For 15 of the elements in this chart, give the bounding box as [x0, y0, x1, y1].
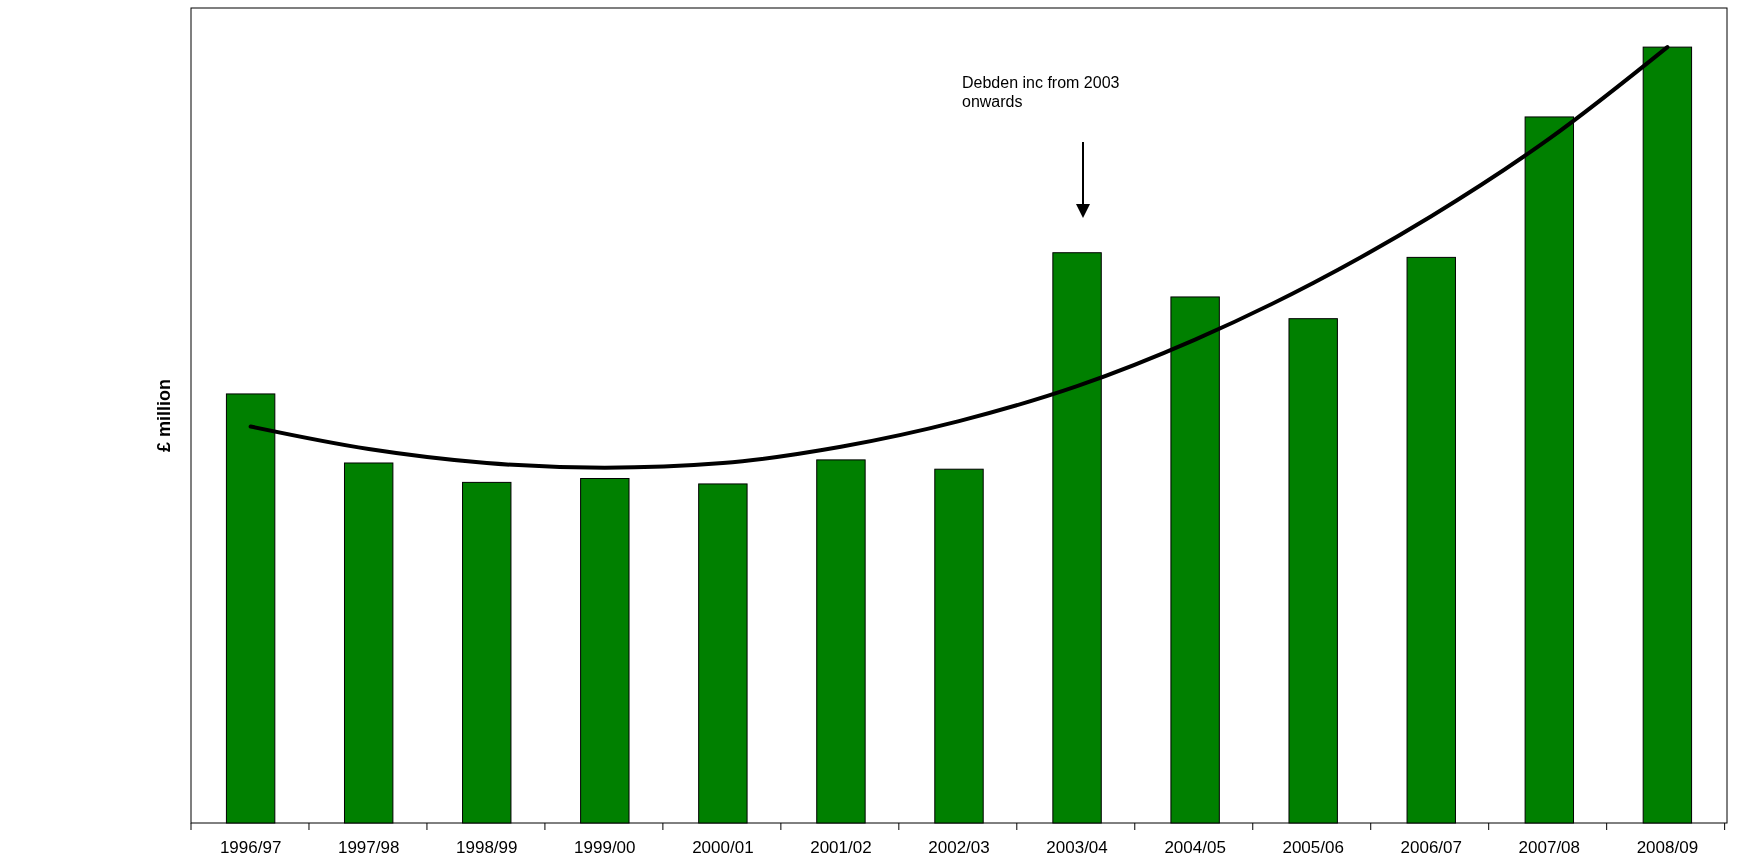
x-tick-label: 2000/01 [692, 838, 754, 857]
x-tick-label: 1997/98 [337, 838, 400, 857]
x-tick-label: 2007/08 [1518, 838, 1581, 857]
x-tick-label: 1998/99 [456, 838, 518, 857]
x-tick-label: 1996/97 [219, 838, 282, 857]
x-tick-label: 2005/06 [1282, 838, 1344, 857]
x-tick-label: 2003/04 [1046, 838, 1108, 857]
annotation: Debden inc from 2003 onwards [962, 74, 1120, 110]
x-tick-label: 2002/03 [928, 838, 990, 857]
x-tick-label: 2008/09 [1636, 838, 1699, 857]
x-tick-label: 2006/07 [1400, 838, 1462, 857]
y-axis-title: £ million [154, 378, 174, 453]
x-tick-label: 2001/02 [810, 838, 872, 857]
x-tick-label: 1999/00 [574, 838, 636, 857]
x-tick-label: 2004/05 [1164, 838, 1226, 857]
